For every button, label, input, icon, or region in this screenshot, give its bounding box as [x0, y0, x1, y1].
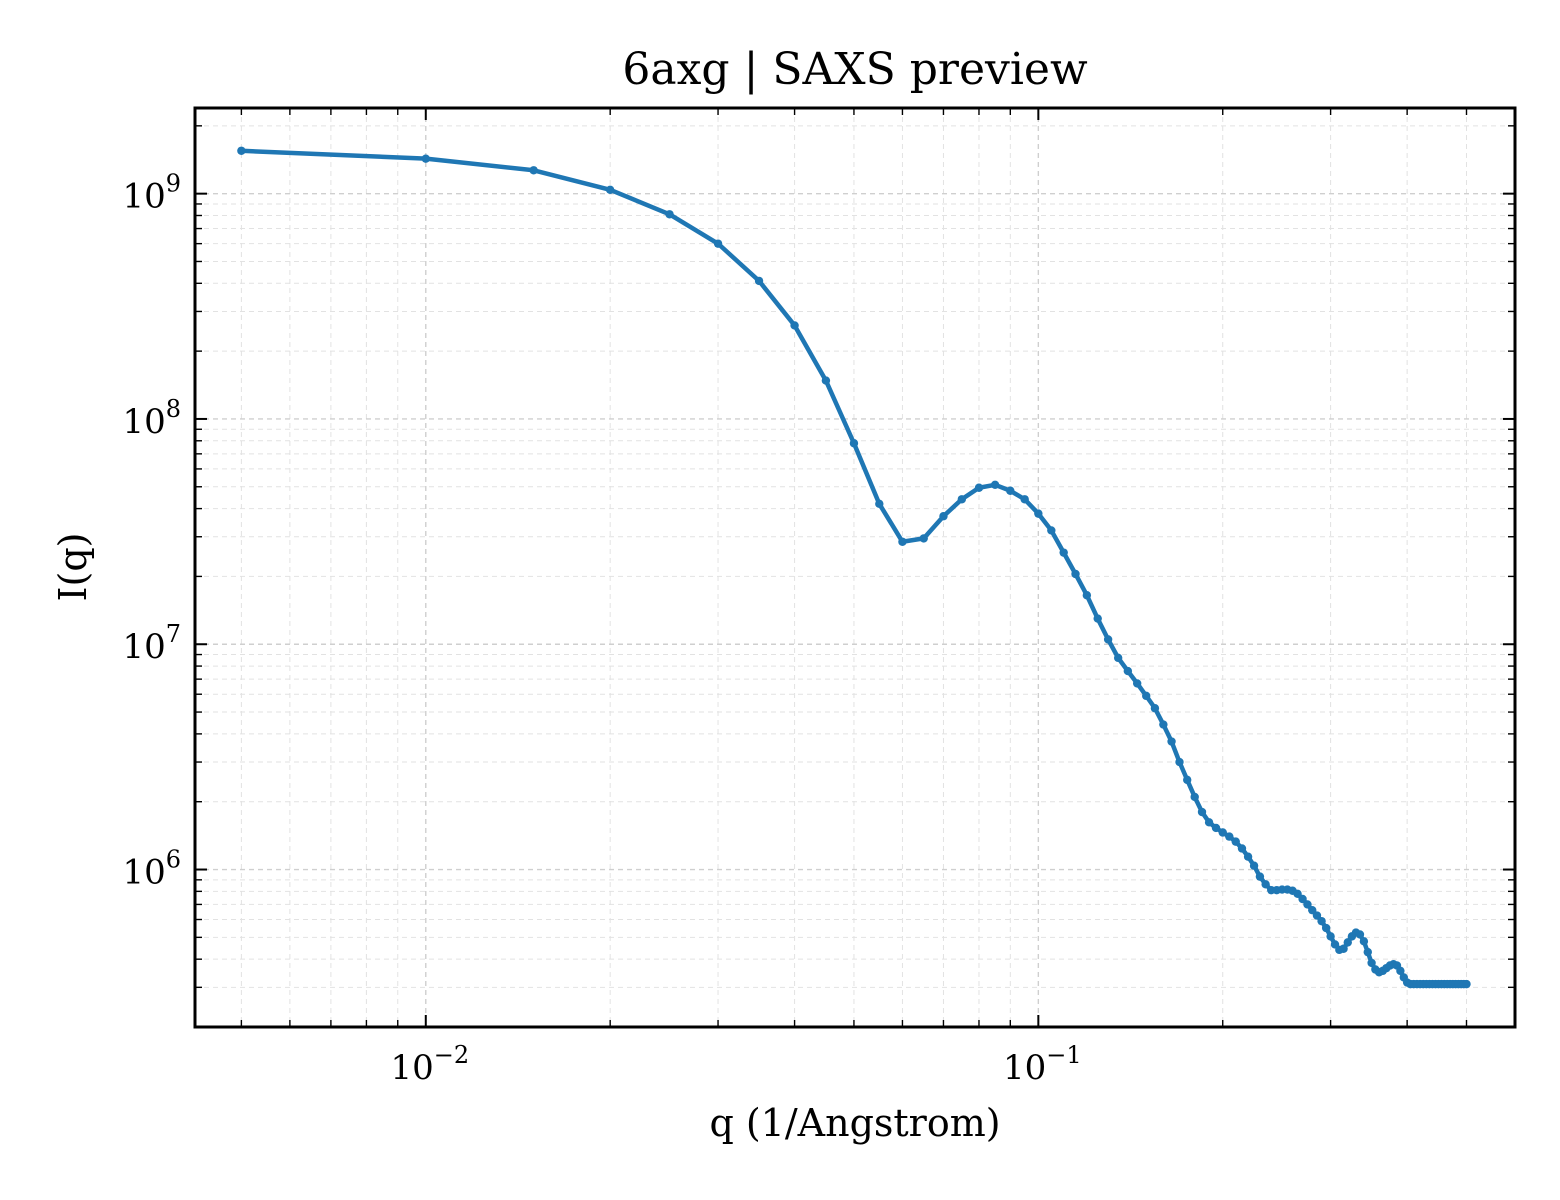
data-point	[1462, 979, 1471, 989]
data-point	[1255, 872, 1265, 881]
data-point	[1059, 548, 1068, 557]
data-point	[1071, 569, 1080, 579]
data-point	[1142, 691, 1151, 701]
data-point	[1326, 932, 1335, 941]
data-point	[1034, 509, 1043, 518]
data-point	[1093, 614, 1102, 623]
x-tick-label: 10−2	[390, 1041, 469, 1088]
data-point	[1204, 818, 1214, 827]
data-point	[821, 376, 831, 385]
data-point	[957, 495, 967, 504]
y-tick-label: 109	[122, 170, 181, 217]
x-axis-label: q (1/Angstrom)	[709, 1101, 1000, 1145]
x-tick-label: 10−1	[1003, 1041, 1082, 1088]
data-point	[1211, 823, 1221, 833]
data-point	[1225, 832, 1234, 841]
data-point	[875, 499, 884, 509]
series-layer	[237, 146, 1471, 989]
data-point	[1190, 792, 1199, 802]
data-point	[1237, 844, 1247, 853]
data-point	[1363, 947, 1372, 957]
data-point	[1396, 966, 1405, 976]
data-point	[1359, 937, 1369, 946]
data-point	[1123, 666, 1133, 676]
data-point	[1339, 944, 1348, 953]
data-point	[1367, 958, 1376, 968]
data-point	[1317, 916, 1326, 926]
data-point	[665, 210, 674, 219]
y-tick-label: 107	[122, 620, 181, 667]
data-point	[790, 321, 799, 330]
data-point	[754, 276, 764, 286]
data-point	[1303, 900, 1312, 909]
data-point	[237, 146, 246, 155]
data-point	[421, 154, 430, 163]
data-point	[849, 439, 859, 448]
data-point	[1167, 737, 1176, 746]
data-point	[1312, 911, 1322, 920]
data-point	[1321, 923, 1331, 933]
data-point	[1132, 679, 1142, 688]
data-point	[1113, 653, 1123, 663]
data-point	[1175, 757, 1184, 767]
data-point	[605, 185, 615, 195]
axis-ticks	[195, 108, 1515, 1028]
data-point	[1355, 930, 1365, 939]
data-point	[939, 512, 948, 521]
data-point	[919, 534, 928, 543]
data-point	[1197, 807, 1207, 817]
data-point	[898, 537, 907, 546]
data-point	[713, 239, 723, 248]
data-point	[1150, 704, 1160, 713]
axis-tick-labels: 10−2 10−1 106 107 108 109	[122, 170, 1081, 1088]
data-point	[1298, 894, 1307, 904]
data-point	[974, 483, 984, 492]
chart-title: 6axg | SAXS preview	[622, 44, 1088, 95]
data-point	[1249, 861, 1259, 870]
data-point	[1218, 828, 1227, 837]
data-point	[529, 166, 538, 175]
data-point	[1082, 591, 1092, 600]
plot-frame	[193, 106, 1517, 1029]
data-point	[1343, 938, 1352, 947]
data-point	[1243, 852, 1253, 861]
y-axis-label: I(q)	[51, 533, 95, 602]
data-point	[1183, 775, 1192, 785]
data-point	[1261, 880, 1270, 889]
data-point	[1020, 495, 1029, 504]
plot-grid	[195, 108, 1515, 1028]
data-point	[1006, 486, 1015, 495]
data-point	[1231, 837, 1240, 846]
data-point	[1047, 526, 1056, 535]
y-tick-label: 106	[122, 846, 181, 893]
data-point	[1103, 635, 1113, 644]
y-tick-label: 108	[122, 395, 181, 442]
data-point	[990, 480, 1000, 490]
data-point	[1159, 720, 1168, 729]
